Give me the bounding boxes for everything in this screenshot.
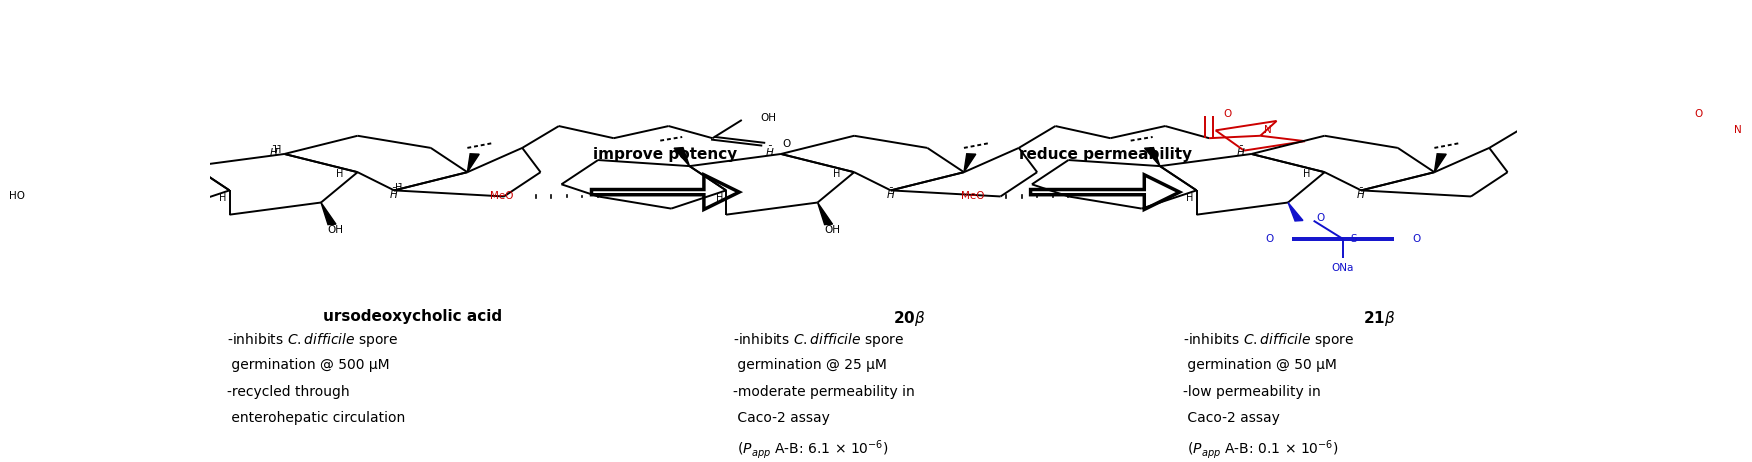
Text: O: O [1223, 109, 1232, 119]
Text: Caco-2 assay: Caco-2 assay [1184, 412, 1281, 426]
Text: H: H [219, 193, 226, 203]
Text: -inhibits $\it{C. difficile}$ spore: -inhibits $\it{C. difficile}$ spore [1184, 331, 1354, 349]
Text: Caco-2 assay: Caco-2 assay [732, 412, 829, 426]
Text: $\bar{H}$: $\bar{H}$ [389, 187, 399, 201]
Polygon shape [818, 202, 832, 225]
Text: reduce permeability: reduce permeability [1018, 147, 1191, 162]
Text: MeO: MeO [960, 191, 985, 201]
Text: 20$\beta$: 20$\beta$ [894, 309, 925, 328]
Text: OH: OH [760, 113, 776, 122]
Text: enterohepatic circulation: enterohepatic circulation [228, 412, 405, 426]
Text: O: O [781, 139, 790, 149]
Polygon shape [675, 147, 690, 166]
Polygon shape [177, 147, 193, 166]
Text: germination @ 50 μM: germination @ 50 μM [1184, 358, 1337, 372]
Text: ONa: ONa [1332, 263, 1354, 273]
Text: N: N [1263, 125, 1272, 135]
Text: germination @ 25 μM: germination @ 25 μM [732, 358, 887, 372]
Text: H: H [1303, 170, 1310, 179]
Text: H̄: H̄ [394, 183, 403, 193]
Text: S: S [1351, 234, 1358, 244]
Text: $\bar{H}$: $\bar{H}$ [887, 187, 895, 201]
Text: OH: OH [328, 225, 343, 236]
Text: H̄: H̄ [273, 146, 282, 155]
Text: ($\it{P}$$_{app}$ A-B: 6.1 × 10$^{-6}$): ($\it{P}$$_{app}$ A-B: 6.1 × 10$^{-6}$) [732, 438, 888, 461]
Polygon shape [1144, 147, 1160, 166]
Polygon shape [1288, 202, 1303, 221]
Text: 21$\beta$: 21$\beta$ [1363, 309, 1396, 328]
Text: $\bar{H}$: $\bar{H}$ [268, 145, 279, 159]
Text: H: H [717, 193, 724, 203]
Text: improve potency: improve potency [594, 147, 738, 162]
Polygon shape [468, 154, 480, 172]
Text: germination @ 500 μM: germination @ 500 μM [228, 358, 389, 372]
Polygon shape [1435, 154, 1445, 172]
Text: -inhibits $\it{C. difficile}$ spore: -inhibits $\it{C. difficile}$ spore [228, 331, 398, 349]
Text: H: H [336, 170, 343, 179]
Text: O: O [1318, 213, 1325, 223]
Text: MeO: MeO [491, 191, 513, 201]
Text: ($\it{P}$$_{app}$ A-B: 0.1 × 10$^{-6}$): ($\it{P}$$_{app}$ A-B: 0.1 × 10$^{-6}$) [1184, 438, 1339, 461]
Polygon shape [964, 154, 976, 172]
Text: -recycled through: -recycled through [228, 384, 350, 399]
Text: N: N [1734, 125, 1741, 135]
Text: -inhibits $\it{C. difficile}$ spore: -inhibits $\it{C. difficile}$ spore [732, 331, 904, 349]
Text: ursodeoxycholic acid: ursodeoxycholic acid [322, 309, 503, 324]
Text: -moderate permeability in: -moderate permeability in [732, 384, 915, 399]
Text: $\bar{H}$: $\bar{H}$ [766, 145, 774, 159]
Text: H: H [832, 170, 841, 179]
Text: -low permeability in: -low permeability in [1184, 384, 1321, 399]
Text: H: H [1186, 193, 1193, 203]
Text: $\bar{H}$: $\bar{H}$ [1235, 145, 1246, 159]
Text: HO: HO [9, 191, 25, 201]
Text: $\bar{H}$: $\bar{H}$ [1356, 187, 1367, 201]
Text: O: O [1412, 234, 1421, 244]
Text: OH: OH [823, 225, 841, 236]
Text: O: O [1265, 234, 1274, 244]
Text: O: O [1694, 109, 1703, 119]
Polygon shape [321, 202, 336, 225]
